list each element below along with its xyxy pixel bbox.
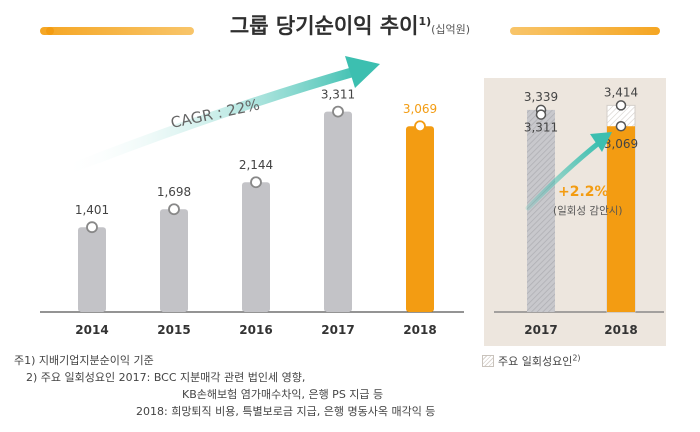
reported-marker-2018 (615, 120, 627, 132)
adjusted-panel-background (484, 78, 666, 346)
bar-2014 (78, 227, 106, 312)
header-left-bar (40, 27, 194, 35)
cagr-trend-arrow (57, 65, 365, 177)
footnote-2-2018: 2018: 희망퇴직 비용, 특별보로금 지급, 은행 명동사옥 매각익 등 (136, 405, 436, 418)
adjusted-x-tick-2018: 2018 (604, 323, 637, 337)
cagr-arrow-head (345, 56, 380, 88)
chart-title: 그룹 당기순이익 추이1)(십억원) (200, 10, 500, 40)
reported-bar-2017 (527, 111, 555, 312)
bar-2018 (406, 126, 434, 312)
legend-footnote-ref: 2) (572, 353, 581, 363)
x-tick-2014: 2014 (75, 323, 108, 337)
footnote-2-cont: KB손해보험 염가매수차익, 은행 PS 지급 등 (182, 388, 384, 401)
reported-value-label-2017: 3,311 (524, 121, 558, 135)
header-right-bar (510, 27, 660, 35)
adjusted-growth-label: +2.2% (558, 184, 609, 200)
value-label-2018: 3,069 (403, 102, 437, 116)
adjusted-x-tick-2017: 2017 (524, 323, 557, 337)
value-label-2017: 3,311 (321, 88, 355, 102)
footnotes: 주1) 지배기업지분순이익 기준 2) 주요 일회성요인 2017: BCC 지… (14, 352, 484, 420)
adjusted-value-label-2018: 3,414 (604, 85, 638, 99)
reported-bar-2018 (607, 126, 635, 312)
bar-marker-2016 (250, 176, 262, 189)
adjusted-arrow-head (590, 132, 612, 152)
bar-marker-2015 (168, 203, 180, 216)
chart-title-unit: (십억원) (431, 23, 471, 36)
header-left-dot (46, 27, 54, 35)
adjusted-value-label-2017: 3,339 (524, 90, 558, 104)
footnote-2: 2) 주요 일회성요인 2017: BCC 지분매각 관련 법인세 영향, (26, 371, 306, 384)
bar-2015 (160, 209, 188, 312)
bar-2017 (324, 111, 352, 312)
chart-title-main: 그룹 당기순이익 추이 (229, 14, 419, 38)
value-label-2015: 1,698 (157, 185, 191, 199)
x-tick-2015: 2015 (157, 323, 190, 337)
bar-marker-2018 (414, 120, 426, 133)
adjusted-growth-note: (일회성 감안시) (553, 204, 623, 217)
cagr-annotation: CAGR : 22% (169, 95, 261, 131)
x-tick-2018: 2018 (403, 323, 436, 337)
chart-title-footnote-ref: 1) (418, 15, 432, 28)
adjusted-trend-arrow (525, 139, 603, 211)
bar-marker-2017 (332, 105, 344, 118)
value-label-2014: 1,401 (75, 203, 109, 217)
bar-marker-2014 (86, 221, 98, 234)
bar-2016 (242, 182, 270, 312)
value-label-2016: 2,144 (239, 158, 273, 172)
x-tick-2016: 2016 (239, 323, 272, 337)
reported-value-label-2018: 3,069 (604, 137, 638, 151)
legend-label: 주요 일회성요인 (498, 355, 573, 368)
x-tick-2017: 2017 (321, 323, 354, 337)
legend-hatch-swatch (482, 355, 494, 367)
footnote-1: 주1) 지배기업지분순이익 기준 (14, 354, 154, 367)
legend: 주요 일회성요인2) (482, 353, 581, 369)
reported-marker-2017 (535, 109, 547, 120)
adjusted-marker-2018 (615, 100, 627, 111)
